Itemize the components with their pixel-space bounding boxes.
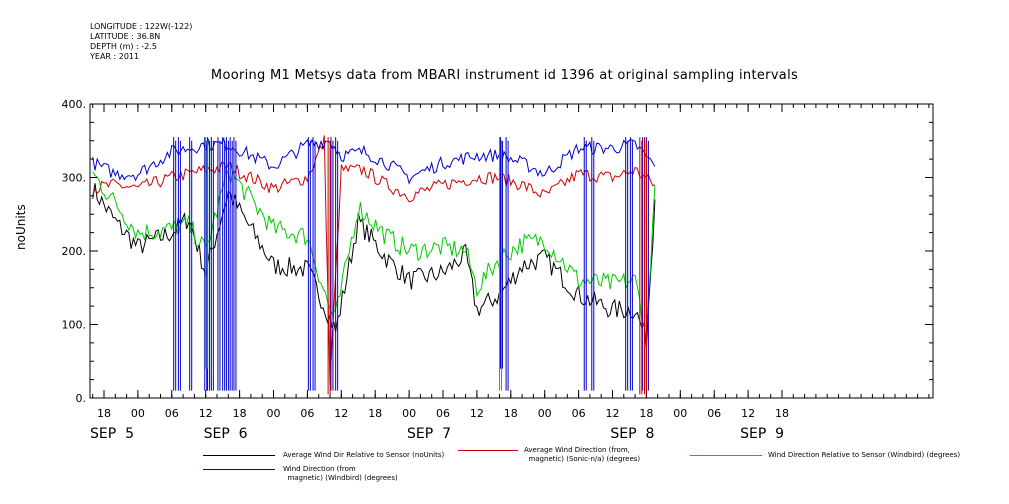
series-line-2	[92, 167, 656, 328]
x-day-label: SEP 6	[204, 426, 248, 442]
y-tick-label: 200.	[62, 245, 87, 258]
chart-title: Mooring M1 Metsys data from MBARI instru…	[210, 68, 799, 83]
legend-label: Average Wind Dir Relative to Sensor (noU…	[283, 451, 445, 459]
legend-swatch	[690, 455, 762, 456]
x-hour-label: 06	[436, 407, 450, 420]
x-day-label: SEP 5	[90, 426, 134, 442]
x-hour-label: 18	[504, 407, 518, 420]
x-hour-label: 12	[199, 407, 213, 420]
latitude-label: LATITUDE : 36.8N	[90, 32, 161, 41]
x-hour-label: 00	[402, 407, 416, 420]
plot-frame	[89, 103, 934, 399]
x-hour-label: 06	[300, 407, 314, 420]
x-day-label: SEP 7	[407, 426, 451, 442]
legend-label: Wind Direction (from magnetic) (Windbird…	[283, 465, 398, 482]
x-hour-label: 12	[606, 407, 620, 420]
x-hour-label: 06	[572, 407, 586, 420]
x-day-label: SEP 8	[610, 426, 654, 442]
x-hour-label: 18	[97, 407, 111, 420]
legend-swatch	[203, 469, 275, 470]
x-hour-label: 00	[538, 407, 552, 420]
x-hour-label: 18	[639, 407, 653, 420]
legend-swatch	[203, 455, 275, 456]
x-hour-label: 18	[368, 407, 382, 420]
series-line-0	[92, 183, 656, 348]
dataset-metadata: LONGITUDE : 122W(-122) LATITUDE : 36.8N …	[90, 22, 192, 62]
x-hour-label: 06	[165, 407, 179, 420]
longitude-label: LONGITUDE : 122W(-122)	[90, 22, 193, 31]
x-hour-label: 12	[334, 407, 348, 420]
x-hour-label: 18	[775, 407, 789, 420]
y-tick-label: 100.	[62, 319, 87, 332]
y-tick-label: 300.	[62, 172, 87, 185]
year-label: YEAR : 2011	[90, 52, 140, 61]
x-hour-label: 18	[233, 407, 247, 420]
x-hour-label: 12	[741, 407, 755, 420]
x-hour-label: 00	[131, 407, 145, 420]
x-hour-label: 00	[267, 407, 281, 420]
y-tick-label: 400.	[62, 98, 87, 111]
depth-label: DEPTH (m) : -2.5	[90, 42, 157, 51]
series-line-3	[92, 137, 656, 185]
legend-label: Wind Direction Relative to Sensor (Windb…	[768, 451, 961, 459]
legend-swatch	[458, 450, 518, 451]
x-day-label: SEP 9	[740, 426, 784, 442]
series-line-1	[92, 135, 656, 385]
x-hour-label: 06	[707, 407, 721, 420]
x-hour-label: 12	[470, 407, 484, 420]
x-hour-label: 00	[673, 407, 687, 420]
y-tick-label: 0.	[76, 392, 87, 405]
legend-label: Average Wind Direction (from, magnetic) …	[524, 446, 641, 463]
